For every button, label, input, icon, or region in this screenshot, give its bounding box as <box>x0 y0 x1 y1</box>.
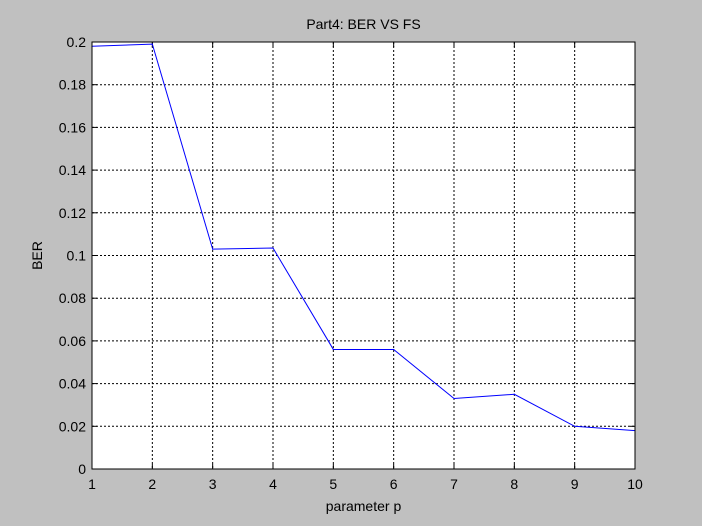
grid-lines <box>92 42 635 469</box>
y-tick-label: 0.04 <box>59 376 86 392</box>
y-tick-label: 0.14 <box>59 162 86 178</box>
y-tick-label: 0.1 <box>67 248 87 264</box>
x-tick-label: 5 <box>329 476 337 492</box>
y-tick-label: 0.16 <box>59 119 86 135</box>
x-tick-label: 7 <box>450 476 458 492</box>
chart-title: Part4: BER VS FS <box>306 16 420 32</box>
x-tick-labels: 1 2 3 4 5 6 7 8 9 10 <box>88 476 643 492</box>
data-point <box>513 393 515 395</box>
data-point <box>574 425 576 427</box>
x-tick-label: 6 <box>390 476 398 492</box>
data-point <box>272 247 274 249</box>
y-tick-label: 0.02 <box>59 418 86 434</box>
data-point <box>453 397 455 400</box>
x-tick-label: 3 <box>209 476 217 492</box>
data-point <box>212 248 214 250</box>
x-tick-label: 10 <box>627 476 643 492</box>
series-line <box>91 43 636 432</box>
x-tick-label: 2 <box>148 476 156 492</box>
x-tick-label: 4 <box>269 476 277 492</box>
x-tick-label: 9 <box>571 476 579 492</box>
data-point <box>393 348 395 351</box>
y-axis-label: BER <box>29 241 45 270</box>
y-tick-labels: 0 0.02 0.04 0.06 0.08 0.1 0.12 0.14 0.16 0.18 0.2 <box>59 34 86 477</box>
y-tick-label: 0.2 <box>67 34 87 50</box>
x-tick-label: 1 <box>88 476 96 492</box>
y-tick-label: 0.06 <box>59 333 86 349</box>
x-tick-label: 8 <box>510 476 518 492</box>
data-point <box>332 348 334 351</box>
y-tick-label: 0.08 <box>59 290 86 306</box>
y-tick-label: 0.18 <box>59 77 86 93</box>
y-tick-label: 0.12 <box>59 205 86 221</box>
x-axis-label: parameter p <box>326 498 402 514</box>
y-tick-label: 0 <box>78 461 86 477</box>
data-point <box>151 43 153 45</box>
plot-frame <box>91 41 636 470</box>
